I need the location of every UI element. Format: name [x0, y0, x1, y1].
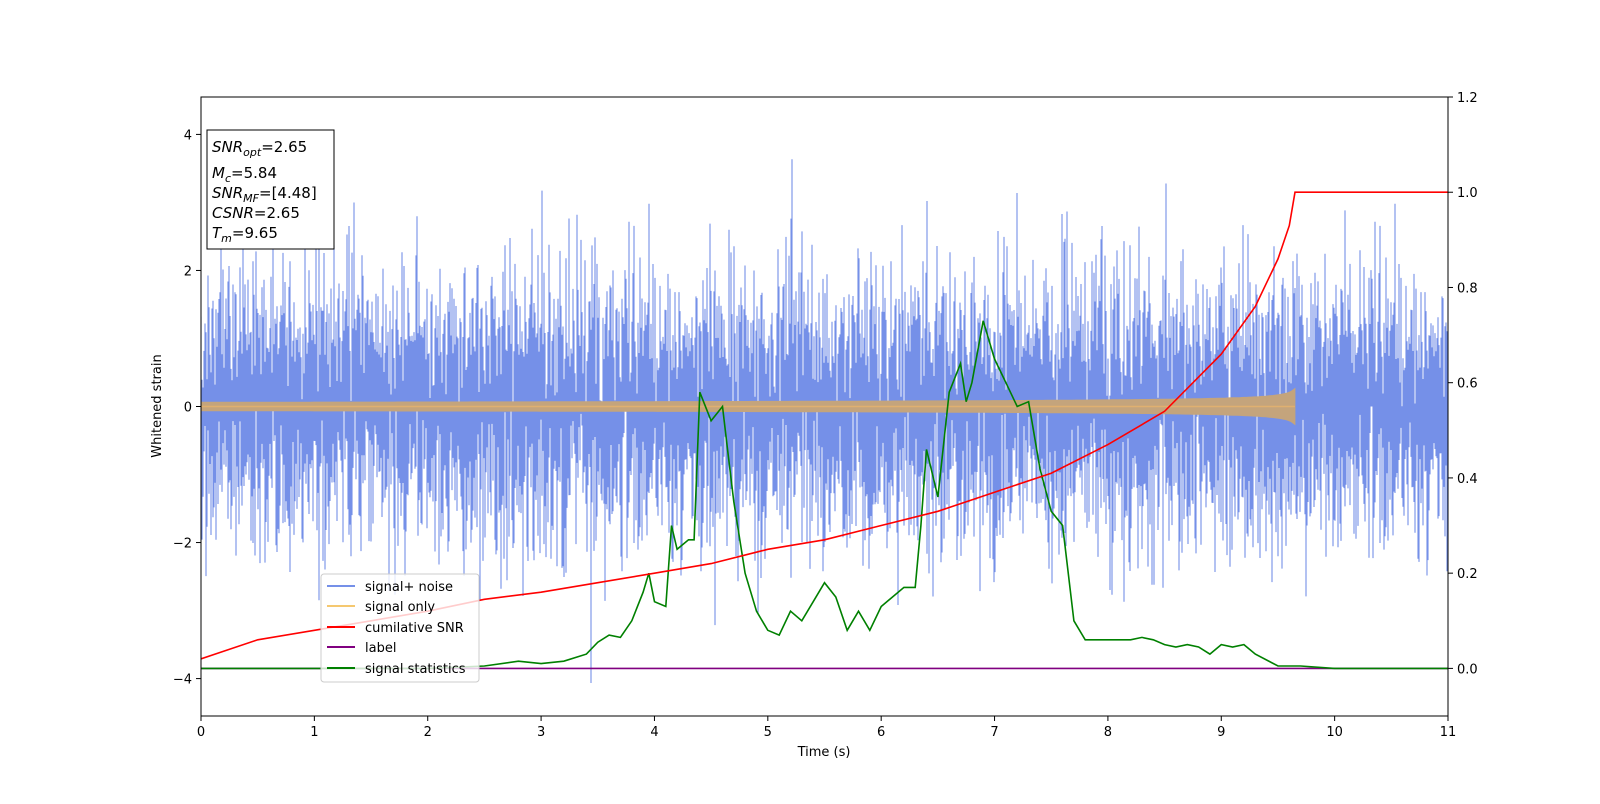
x-tick-label: 5 [764, 725, 772, 740]
y-right-axis: 0.0 0.2 0.4 0.6 0.8 1.0 1.2 [1448, 91, 1478, 677]
y-left-tick-label: 4 [184, 128, 192, 143]
y-left-tick-label: −4 [173, 673, 192, 688]
y-right-tick-label: 0.6 [1457, 377, 1478, 392]
y-left-tick-label: 0 [184, 401, 192, 416]
x-tick-label: 9 [1217, 725, 1225, 740]
x-tick-label: 2 [424, 725, 432, 740]
x-tick-label: 0 [197, 725, 205, 740]
y-right-tick-label: 1.2 [1457, 91, 1478, 106]
info-box-frame [206, 129, 335, 250]
info-mc: Mc=5.84 [212, 164, 277, 185]
x-tick-label: 4 [650, 725, 658, 740]
info-csnr: CSNR=2.65 [212, 204, 300, 222]
x-tick-label: 8 [1104, 725, 1112, 740]
legend-label-signal-noise: signal+ noise [365, 580, 453, 595]
legend-label-label: label [365, 641, 396, 656]
legend: signal+ noise signal only cumilative SNR… [320, 573, 480, 683]
x-axis: 0 1 2 3 4 5 6 7 8 9 10 11 [197, 716, 1456, 740]
y-left-axis: −4 −2 0 2 4 [173, 128, 201, 688]
y-right-tick-label: 0.0 [1457, 662, 1478, 677]
x-tick-label: 11 [1440, 725, 1457, 740]
y-left-tick-label: −2 [173, 537, 192, 552]
y-right-tick-label: 0.4 [1457, 472, 1478, 487]
info-box: SNRopt=2.65 Mc=5.84 SNRMF=[4.48] CSNR=2.… [206, 129, 335, 250]
legend-label-signal-only: signal only [365, 600, 435, 615]
x-tick-label: 7 [990, 725, 998, 740]
info-snr-opt: SNRopt=2.65 [212, 138, 307, 159]
x-axis-label: Time (s) [797, 745, 851, 760]
info-tm: Tm=9.65 [212, 224, 278, 245]
info-snr-mf: SNRMF=[4.48] [212, 184, 317, 205]
x-tick-label: 6 [877, 725, 885, 740]
y-left-tick-label: 2 [184, 264, 192, 279]
signal-statistics-series-line [201, 320, 1448, 670]
y-left-axis-label: Whitened strain [150, 354, 165, 457]
legend-label-signal-statistics: signal statistics [365, 662, 466, 677]
y-right-tick-label: 0.8 [1457, 281, 1478, 296]
y-right-tick-label: 0.2 [1457, 567, 1478, 582]
x-tick-label: 1 [310, 725, 318, 740]
y-right-tick-label: 1.0 [1457, 186, 1478, 201]
signal-only-series [201, 387, 1296, 426]
legend-frame [320, 573, 480, 683]
x-tick-label: 3 [537, 725, 545, 740]
legend-label-cumulative-snr: cumilative SNR [365, 621, 464, 636]
x-tick-label: 10 [1326, 725, 1343, 740]
